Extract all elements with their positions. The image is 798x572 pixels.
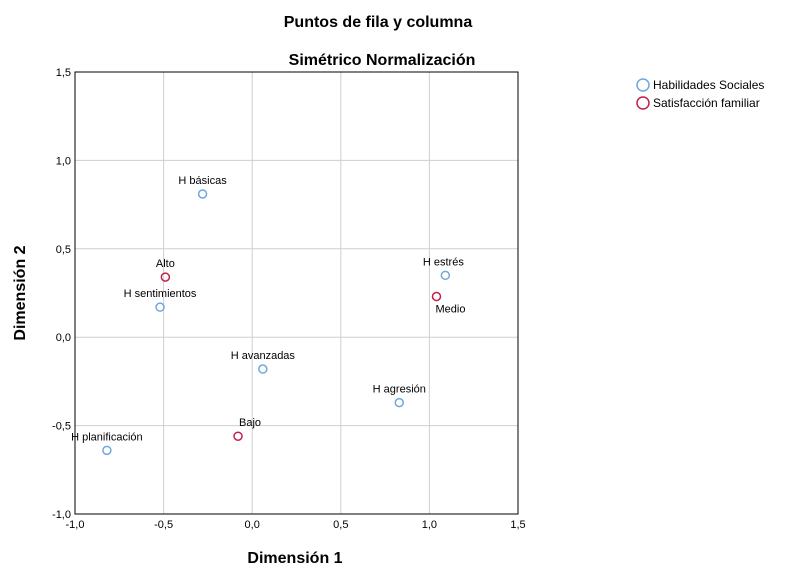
data-point-label: H básicas [178,175,227,187]
chart-subtitle: Simétrico Normalización [289,52,476,69]
data-point-marker [394,397,405,408]
data-point-label: H sentimientos [124,288,197,300]
data-point-marker [233,431,243,441]
x-tick-label: 0,5 [333,519,348,531]
data-point-label: H planificación [71,431,143,443]
data-point-marker [160,272,171,282]
y-tick-label: -0,5 [52,421,71,433]
y-axis-ticks: -1,0 -0,5 0,0 0,5 1,0 1,5 [52,67,71,521]
data-point-marker [440,270,451,281]
x-tick-label: 1,0 [422,519,437,531]
data-point-marker [258,364,268,374]
legend-label-habilidades: Habilidades Sociales [653,78,764,92]
data-point-label: Alto [156,258,175,270]
data-point-label: Bajo [239,417,261,429]
data-point-marker [431,291,442,302]
data-point-marker [197,189,208,199]
x-tick-label: -1,0 [66,519,85,531]
y-tick-label: 0,0 [56,332,71,344]
y-axis-title: Dimensión 2 [12,245,29,340]
x-tick-label: 0,0 [245,519,260,531]
data-point-label: Medio [436,304,466,316]
legend-marker-satisfaccion [636,96,650,110]
y-tick-label: 1,0 [56,155,71,167]
y-tick-label: 1,5 [56,67,71,79]
x-axis-ticks: -1,0 -0,5 0,0 0,5 1,0 1,5 [66,519,526,531]
x-axis-title: Dimensión 1 [247,550,342,567]
data-point-label: H estrés [423,256,464,268]
data-point-label: H agresión [373,384,426,396]
plot-frame [74,71,519,515]
data-points: H básicas H sentimientos H avanzadas H plan… [71,175,466,456]
y-tick-label: -1,0 [52,509,71,521]
data-point-marker [155,302,165,312]
legend-label-satisfaccion: Satisfacción familiar [653,96,760,110]
y-tick-label: 0,5 [56,244,71,256]
data-point-label: H avanzadas [231,350,296,362]
legend: Habilidades Sociales Satisfacción famili… [636,78,764,110]
x-tick-label: 1,5 [510,519,525,531]
legend-marker-habilidades [636,78,650,92]
data-point-marker [102,445,112,456]
x-tick-label: -0,5 [154,519,173,531]
chart-title: Puntos de fila y columna [284,14,473,31]
